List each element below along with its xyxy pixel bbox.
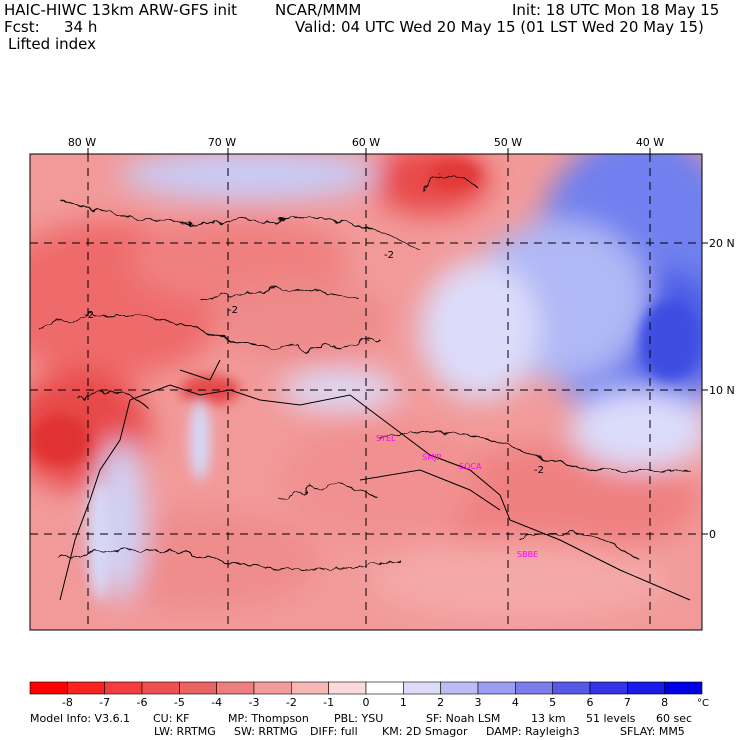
lon-label: 40 W [636, 136, 664, 149]
footer-sf: SF: Noah LSM [426, 712, 501, 725]
colorbar [29, 681, 703, 695]
lat-label: 10 N [709, 384, 735, 397]
init-time: Init: 18 UTC Mon 18 May 15 [512, 1, 720, 19]
footer-model-info: Model Info: V3.6.1 [30, 712, 131, 725]
footer-cu: CU: KF [153, 712, 190, 725]
colorbar-swatch [216, 681, 255, 695]
lon-label: 80 W [68, 136, 96, 149]
footer-km: KM: 2D Smagor [382, 725, 468, 738]
colorbar-swatch [403, 681, 441, 695]
footer-timestep: 60 sec [656, 712, 693, 725]
colorbar-tick-label: 7 [624, 696, 631, 709]
station-label: SYEL [376, 434, 396, 443]
contour-label: -2 [384, 250, 394, 261]
colorbar-tick-label: 5 [549, 696, 556, 709]
lat-label: 20 N [709, 237, 735, 250]
colorbar-swatch [328, 681, 367, 695]
coastline [59, 359, 691, 601]
lon-label: 70 W [208, 136, 236, 149]
colorbar-tick-label: -1 [323, 696, 334, 709]
colorbar-swatch [515, 681, 553, 695]
colorbar-swatch [552, 681, 591, 695]
colorbar-tick-label: -4 [211, 696, 222, 709]
colorbar-tick-label: 0 [363, 696, 370, 709]
org-label: NCAR/MMM [275, 1, 362, 19]
colorbar-swatch [291, 681, 329, 695]
footer-pbl: PBL: YSU [334, 712, 384, 725]
contour-label: -2 [84, 310, 94, 321]
colorbar-tick-label: -8 [62, 696, 73, 709]
colorbar-tick-label: -3 [249, 696, 260, 709]
colorbar-tick-label: 3 [475, 696, 482, 709]
model-title: HAIC-HIWC 13km ARW-GFS init [4, 1, 238, 19]
footer-lw: LW: RRTMG [154, 725, 216, 738]
colorbar-swatch [67, 681, 105, 695]
station-label: SBBE [517, 550, 538, 559]
station-label: SOCA [459, 462, 482, 471]
lat-label: 0 [709, 528, 716, 541]
colorbar-unit: °C [697, 698, 709, 709]
forecast-label: Fcst: [4, 18, 40, 36]
colorbar-swatch [253, 681, 292, 695]
contour-label: -2 [228, 305, 238, 316]
colorbar-tick-label: -6 [137, 696, 148, 709]
colorbar-tick-label: -7 [99, 696, 110, 709]
colorbar-tick-label: 1 [400, 696, 407, 709]
axis-ticks [87, 148, 708, 535]
colorbar-swatch [589, 681, 628, 695]
grid-lines [30, 154, 702, 630]
colorbar-swatch [664, 681, 703, 695]
footer-sflay: SFLAY: MM5 [620, 725, 685, 738]
valid-time: Valid: 04 UTC Wed 20 May 15 (01 LST Wed … [295, 18, 704, 36]
lon-label: 50 W [494, 136, 522, 149]
field-name: Lifted index [8, 35, 96, 53]
colorbar-swatch [477, 681, 516, 695]
footer-sw: SW: RRTMG [234, 725, 298, 738]
colorbar-tick-label: 8 [661, 696, 668, 709]
footer-diff: DIFF: full [310, 725, 358, 738]
colorbar-labels: -8 -7 -6 -5 -4 -3 -2 -1 0 1 2 3 4 5 6 7 8 [62, 696, 668, 709]
colorbar-tick-label: 4 [512, 696, 519, 709]
lon-label: 60 W [352, 136, 380, 149]
footer-levels: 51 levels [586, 712, 636, 725]
forecast-hour: 34 h [64, 18, 98, 36]
colorbar-tick-label: 6 [587, 696, 594, 709]
colorbar-swatch [179, 681, 217, 695]
colorbar-swatch [440, 681, 479, 695]
colorbar-swatch [141, 681, 180, 695]
contour-label: -2 [534, 465, 544, 476]
footer-mp: MP: Thompson [228, 712, 309, 725]
colorbar-tick-label: 2 [437, 696, 444, 709]
colorbar-swatch [627, 681, 665, 695]
colorbar-swatch [104, 681, 143, 695]
lifted-index-field [30, 154, 702, 630]
colorbar-tick-label: -2 [286, 696, 297, 709]
station-label: SMJP [422, 453, 441, 462]
colorbar-tick-label: -5 [174, 696, 185, 709]
footer-damp: DAMP: Rayleigh3 [486, 725, 580, 738]
colorbar-swatch [29, 681, 68, 695]
colorbar-swatch [365, 681, 404, 695]
contour-lines [39, 174, 691, 571]
footer-resolution: 13 km [531, 712, 566, 725]
